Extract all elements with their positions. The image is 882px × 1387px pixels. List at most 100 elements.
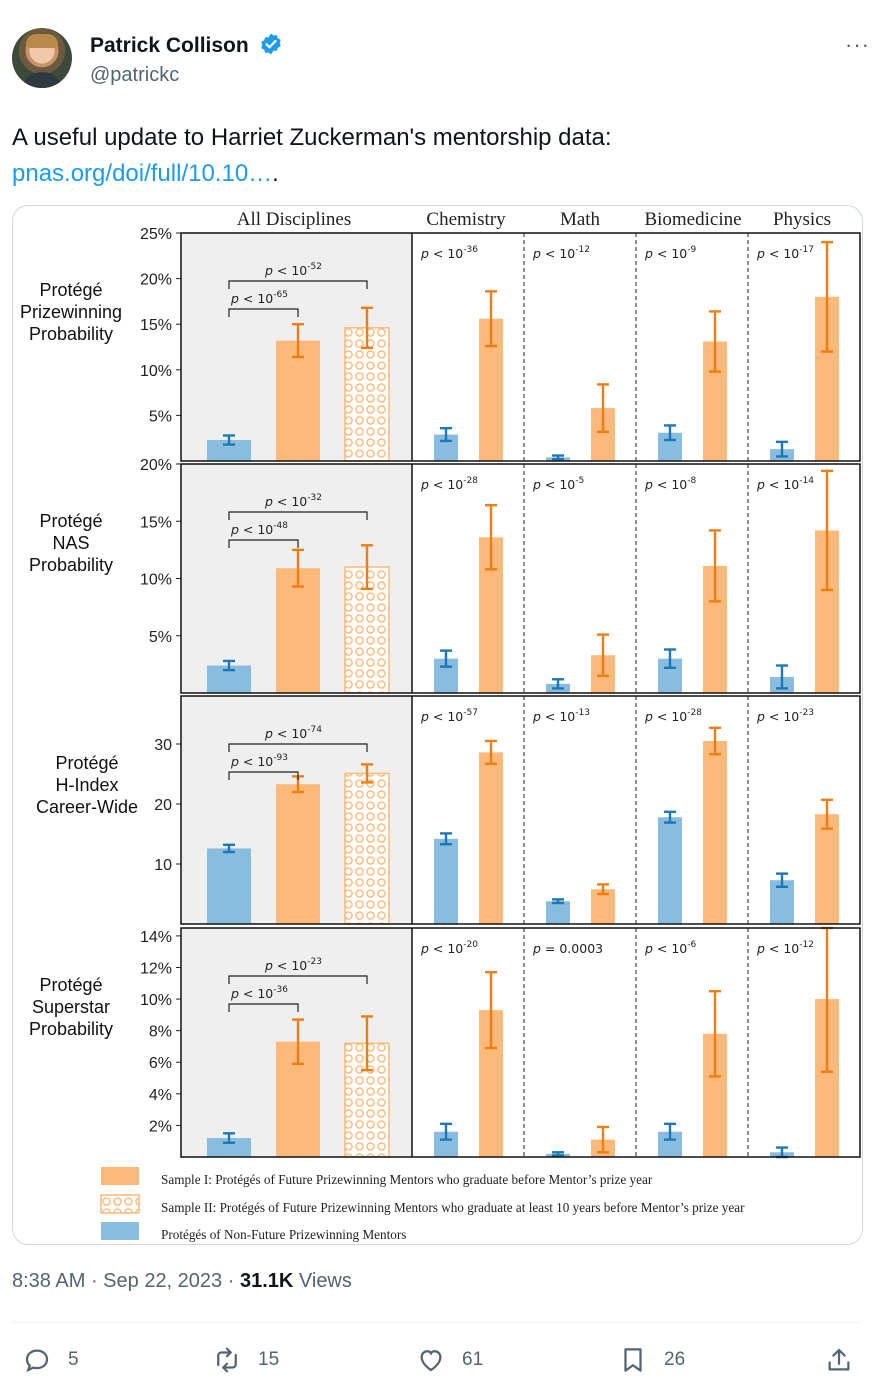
bracket-outer <box>228 975 368 984</box>
y-tick-label: 10% <box>140 363 172 380</box>
bookmark-icon <box>624 1348 642 1372</box>
y-tick-label: 8% <box>149 1024 172 1041</box>
author-name[interactable]: Patrick Collison <box>90 32 283 58</box>
p-value-inner: p < 10-65 <box>230 290 288 306</box>
action-bar: 5 15 61 26 <box>12 1340 861 1380</box>
like-icon <box>420 1350 442 1372</box>
bracket-outer <box>228 280 368 289</box>
column-header: Chemistry <box>426 209 506 230</box>
y-tick-label: 12% <box>140 960 172 977</box>
p-value: p < 10-36 <box>420 245 478 261</box>
reply-count: 5 <box>68 1349 79 1370</box>
bar-sample2 <box>344 772 390 925</box>
bracket-outer <box>228 511 368 520</box>
p-value: p < 10-8 <box>644 476 697 492</box>
row-label: H-Index <box>55 775 118 795</box>
legend-swatch-sample1 <box>101 1167 139 1185</box>
y-tick-label: 15% <box>140 514 172 531</box>
tweet-time[interactable]: 8:38 AM <box>12 1270 86 1292</box>
repost-button[interactable]: 15 <box>212 1340 279 1380</box>
bar-control <box>658 817 682 924</box>
y-tick-label: 14% <box>140 929 172 946</box>
row-label: Protégé <box>39 280 102 300</box>
p-value: p < 10-13 <box>532 708 590 724</box>
bracket-inner <box>228 1003 299 1012</box>
tweet-meta: 8:38 AM · Sep 22, 2023 · 31.1K Views <box>12 1270 352 1293</box>
bracket-inner <box>228 771 299 780</box>
bar-sample1 <box>276 340 320 461</box>
p-value-outer: p < 10-74 <box>264 725 322 741</box>
tweet-text-line1: A useful update to Harriet Zuckerman's m… <box>12 124 612 151</box>
tweet-media-image[interactable]: All Disciplines Chemistry Math Biomedicine P… <box>12 205 863 1245</box>
mentorship-chart: All Disciplines Chemistry Math Biomedicine P… <box>20 209 861 1242</box>
column-header: Physics <box>773 209 831 230</box>
row-label: Probability <box>29 555 113 575</box>
p-value-inner: p < 10-48 <box>230 521 288 537</box>
y-tick-label: 6% <box>149 1055 172 1072</box>
p-value: p = 0.0003 <box>532 941 603 956</box>
repost-count: 15 <box>258 1349 280 1370</box>
bar-sample1 <box>276 568 320 693</box>
bracket-outer <box>228 743 368 752</box>
y-tick-label: 25% <box>140 226 172 243</box>
y-tick-label: 2% <box>149 1118 172 1135</box>
y-tick-label: 5% <box>149 629 172 646</box>
row-label: Protégé <box>55 753 118 773</box>
row-label: Career-Wide <box>36 797 138 817</box>
p-value: p < 10-14 <box>756 476 814 492</box>
row-label: Probability <box>29 1019 113 1039</box>
column-header: All Disciplines <box>237 209 352 230</box>
tweet-text-line2: pnas.org/doi/full/10.10…. <box>12 156 870 192</box>
bracket-inner <box>228 308 299 317</box>
legend-label: Sample I: Protégés of Future Prizewinnin… <box>161 1172 653 1187</box>
panel-frame <box>180 463 861 694</box>
avatar-hair <box>26 34 58 48</box>
p-value: p < 10-17 <box>756 245 814 261</box>
y-tick-label: 5% <box>149 408 172 425</box>
y-tick-label: 20% <box>140 457 172 474</box>
p-value: p < 10-5 <box>532 476 584 492</box>
tweet-text-period: . <box>272 160 279 187</box>
like-count: 61 <box>462 1349 484 1370</box>
bookmark-button[interactable]: 26 <box>618 1340 685 1380</box>
p-value: p < 10-28 <box>420 476 478 492</box>
tweet-header: Patrick Collison @patrickc ··· <box>12 28 870 92</box>
p-value-outer: p < 10-32 <box>264 493 322 509</box>
meta-separator: · <box>90 1270 104 1292</box>
share-button[interactable] <box>824 1340 870 1380</box>
bar-sample1 <box>276 784 320 924</box>
bracket-inner <box>228 539 299 548</box>
reply-button[interactable]: 5 <box>22 1340 79 1380</box>
legend-label: Protégés of Non-Future Prizewinning Ment… <box>161 1227 406 1242</box>
row-label: Protégé <box>39 975 102 995</box>
more-icon[interactable]: ··· <box>845 32 870 57</box>
p-value: p < 10-12 <box>532 245 590 261</box>
tweet-text: A useful update to Harriet Zuckerman's m… <box>12 120 870 192</box>
bar-control <box>207 440 251 461</box>
p-value: p < 10-28 <box>644 708 702 724</box>
author-name-text[interactable]: Patrick Collison <box>90 34 249 57</box>
bar-control <box>207 848 251 924</box>
views-label: Views <box>298 1270 352 1292</box>
p-value: p < 10-57 <box>420 708 478 724</box>
bar-control <box>546 901 570 924</box>
reply-icon <box>25 1349 49 1373</box>
y-tick-label: 30 <box>154 737 172 754</box>
row-label: Probability <box>29 324 113 344</box>
y-tick-label: 4% <box>149 1087 172 1104</box>
repost-icon <box>217 1347 237 1373</box>
bar-sample1 <box>815 814 839 924</box>
row-label: NAS <box>52 533 89 553</box>
like-button[interactable]: 61 <box>416 1340 483 1380</box>
y-tick-label: 20% <box>140 272 172 289</box>
meta-separator: · <box>227 1270 240 1292</box>
bookmark-count: 26 <box>664 1349 686 1370</box>
p-value: p < 10-20 <box>420 940 478 956</box>
author-handle[interactable]: @patrickc <box>90 64 180 86</box>
tweet-link[interactable]: pnas.org/doi/full/10.10… <box>12 160 273 187</box>
share-icon <box>828 1348 850 1371</box>
y-tick-label: 20 <box>154 797 172 814</box>
avatar[interactable] <box>12 28 72 88</box>
p-value: p < 10-23 <box>756 708 814 724</box>
tweet-date[interactable]: Sep 22, 2023 <box>103 1270 223 1292</box>
